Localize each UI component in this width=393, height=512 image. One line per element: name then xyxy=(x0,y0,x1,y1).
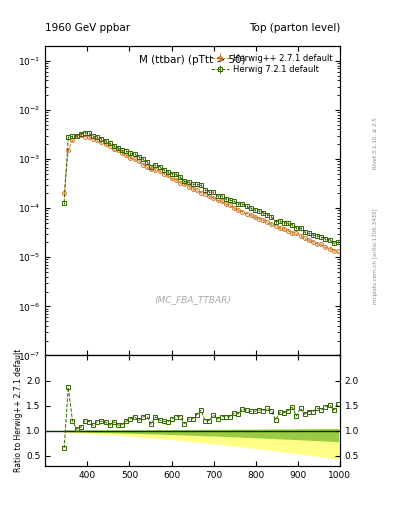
Text: 1960 GeV ppbar: 1960 GeV ppbar xyxy=(45,23,130,33)
Legend: Herwig++ 2.7.1 default, Herwig 7.2.1 default: Herwig++ 2.7.1 default, Herwig 7.2.1 def… xyxy=(208,50,336,77)
Y-axis label: Ratio to Herwig++ 2.7.1 default: Ratio to Herwig++ 2.7.1 default xyxy=(14,349,23,473)
Text: M (ttbar) (pTtt > 50): M (ttbar) (pTtt > 50) xyxy=(140,55,246,66)
Text: Top (parton level): Top (parton level) xyxy=(248,23,340,33)
Text: Rivet 3.1.10, ≥ 2.5: Rivet 3.1.10, ≥ 2.5 xyxy=(373,117,378,169)
Text: mcplots.cern.ch [arXiv:1306.3435]: mcplots.cern.ch [arXiv:1306.3435] xyxy=(373,208,378,304)
Text: (MC_FBA_TTBAR): (MC_FBA_TTBAR) xyxy=(154,295,231,304)
